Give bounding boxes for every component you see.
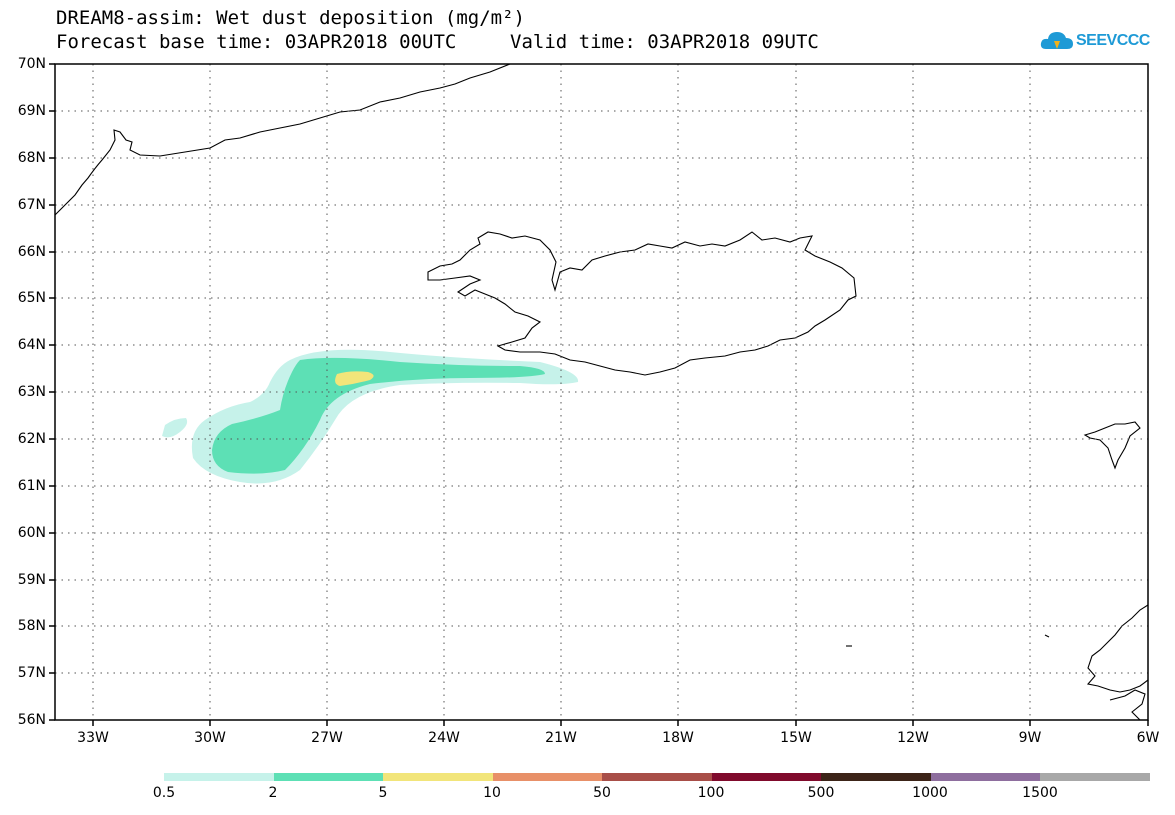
legend-swatch: [164, 773, 274, 781]
legend-swatch: [930, 773, 1040, 781]
legend-swatch: [711, 773, 821, 781]
scotland-coast: [1086, 604, 1149, 693]
lat-label: 56N: [17, 712, 46, 728]
lat-label: 68N: [17, 150, 46, 166]
lat-label: 66N: [17, 244, 46, 260]
legend-label: 100: [697, 785, 725, 801]
legend-label: 1500: [1022, 785, 1058, 801]
lon-label: 9W: [1018, 730, 1042, 746]
legend-label: 2: [268, 785, 278, 801]
lon-label: 15W: [780, 730, 812, 746]
forecast-base-time: Forecast base time: 03APR2018 00UTC: [56, 31, 457, 53]
deposition-contour-2: [212, 357, 545, 474]
valid-time: Valid time: 03APR2018 09UTC: [510, 31, 819, 53]
lat-label: 61N: [17, 478, 46, 494]
lon-label: 27W: [311, 730, 343, 746]
legend-swatch: [383, 773, 493, 781]
graticule: [55, 64, 1148, 720]
lat-label: 63N: [17, 384, 46, 400]
lon-label: 6W: [1136, 730, 1160, 746]
greenland-coast: [54, 63, 511, 216]
legend-swatch: [1040, 773, 1150, 781]
faroe-islands: [1083, 421, 1141, 470]
seevccc-logo: SEEVCCC: [1040, 28, 1150, 54]
legend-label: 0.5: [152, 785, 176, 801]
lat-label: 70N: [17, 56, 46, 72]
deposition-contour-0.5-b: [162, 418, 188, 438]
cloud-icon: [1040, 32, 1073, 49]
iceland-coast: [427, 231, 857, 376]
lat-label: 69N: [17, 103, 46, 119]
lon-label: 12W: [897, 730, 929, 746]
lat-label: 60N: [17, 525, 46, 541]
lat-label: 58N: [17, 618, 46, 634]
legend-swatch: [492, 773, 602, 781]
legend-swatch: [273, 773, 383, 781]
color-legend: [164, 773, 1150, 781]
lon-label: 33W: [77, 730, 109, 746]
legend-label: 5: [378, 785, 388, 801]
lon-label: 18W: [662, 730, 694, 746]
logo-text: SEEVCCC: [1076, 32, 1150, 49]
axis-ticks: [49, 63, 1149, 726]
legend-swatch: [821, 773, 931, 781]
legend-label: 10: [483, 785, 501, 801]
dust-deposition-field: [162, 349, 579, 484]
legend-label: 50: [593, 785, 611, 801]
islet-1: [1044, 634, 1050, 638]
lon-label: 21W: [545, 730, 577, 746]
lon-label: 30W: [194, 730, 226, 746]
lat-label: 64N: [17, 337, 46, 353]
lat-label: 57N: [17, 665, 46, 681]
deposition-contour-5: [335, 371, 374, 386]
lon-label: 24W: [428, 730, 460, 746]
lat-label: 65N: [17, 290, 46, 306]
lat-label: 59N: [17, 572, 46, 588]
legend-label: 500: [807, 785, 835, 801]
legend-label: 1000: [912, 785, 948, 801]
scotland-islands: [1109, 689, 1146, 721]
map-title: DREAM8-assim: Wet dust deposition (mg/m²…: [56, 7, 525, 29]
coastlines: [54, 63, 1149, 721]
lat-label: 62N: [17, 431, 46, 447]
lat-label: 67N: [17, 197, 46, 213]
legend-swatch: [602, 773, 712, 781]
